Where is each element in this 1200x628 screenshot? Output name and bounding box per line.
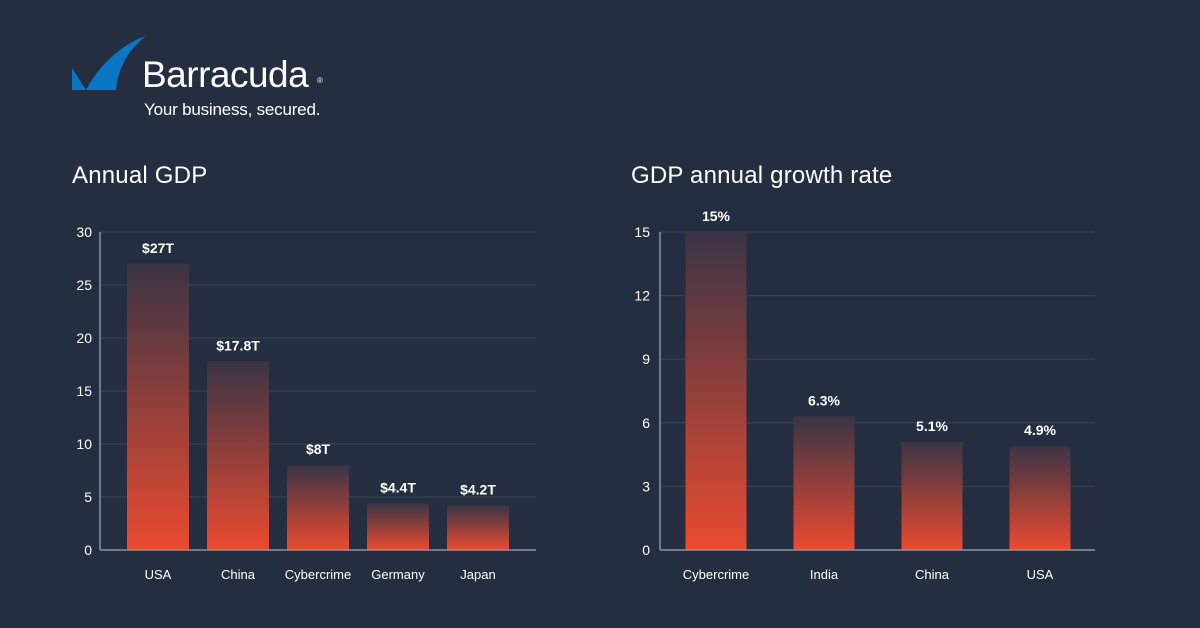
annual-gdp-x-tick-label: USA — [145, 567, 172, 582]
growth-rate-y-tick-label: 12 — [634, 288, 650, 304]
growth-rate-bar-china — [901, 441, 963, 550]
barracuda-fin-icon — [72, 36, 146, 90]
growth-rate-y-tick-label: 9 — [642, 351, 650, 367]
annual-gdp-x-tick-label: Germany — [371, 567, 425, 582]
growth-rate-data-label: 5.1% — [916, 418, 948, 434]
growth-rate-bar-india — [793, 416, 855, 550]
growth-rate-x-tick-label: China — [915, 567, 950, 582]
growth-rate-data-label: 6.3% — [808, 392, 840, 408]
growth-rate-bar-usa — [1009, 446, 1071, 550]
chart-title-growth-rate: GDP annual growth rate — [631, 162, 893, 189]
annual-gdp-y-tick-label: 10 — [76, 436, 92, 452]
annual-gdp-y-tick-label: 30 — [76, 224, 92, 240]
annual-gdp-data-label: $17.8T — [216, 337, 260, 353]
annual-gdp-data-label: $4.4T — [380, 479, 416, 495]
annual-gdp-data-label: $8T — [306, 441, 331, 457]
annual-gdp-y-tick-label: 15 — [76, 383, 92, 399]
chart-title-annual-gdp: Annual GDP — [72, 162, 208, 189]
brand-name: Barracuda — [142, 54, 309, 95]
growth-rate-data-label: 15% — [702, 208, 731, 224]
annual-gdp-x-tick-label: Cybercrime — [285, 567, 351, 582]
annual-gdp-x-tick-label: Japan — [460, 567, 495, 582]
growth-rate-y-tick-label: 6 — [642, 415, 650, 431]
annual-gdp-bar-usa — [127, 263, 189, 550]
growth-rate-y-tick-label: 3 — [642, 478, 650, 494]
growth-rate-data-label: 4.9% — [1024, 422, 1056, 438]
annual-gdp-y-tick-label: 20 — [76, 330, 92, 346]
growth-rate-x-tick-label: USA — [1027, 567, 1054, 582]
growth-rate-x-tick-label: India — [810, 567, 839, 582]
growth-rate-x-tick-label: Cybercrime — [683, 567, 749, 582]
annual-gdp-bar-cybercrime — [287, 465, 349, 550]
annual-gdp-bar-japan — [447, 505, 509, 550]
growth-rate-y-tick-label: 0 — [642, 542, 650, 558]
annual-gdp-bar-germany — [367, 503, 429, 550]
annual-gdp-y-tick-label: 5 — [84, 489, 92, 505]
annual-gdp-y-tick-label: 25 — [76, 277, 92, 293]
growth-rate-bar-cybercrime — [685, 232, 747, 550]
annual-gdp-chart: 0 5 10 15 20 25 30 $27T USA $17.8T China $8T Cybercr… — [76, 224, 536, 582]
annual-gdp-y-tick-label: 0 — [84, 542, 92, 558]
annual-gdp-data-label: $4.2T — [460, 481, 496, 497]
annual-gdp-x-tick-label: China — [221, 567, 256, 582]
growth-rate-y-tick-label: 15 — [634, 224, 650, 240]
brand-logo[interactable]: Barracuda ® Your business, secured. — [70, 34, 350, 124]
annual-gdp-data-label: $27T — [142, 240, 174, 256]
annual-gdp-bar-china — [207, 361, 269, 550]
brand-tagline: Your business, secured. — [144, 100, 321, 119]
registered-mark: ® — [317, 76, 323, 85]
